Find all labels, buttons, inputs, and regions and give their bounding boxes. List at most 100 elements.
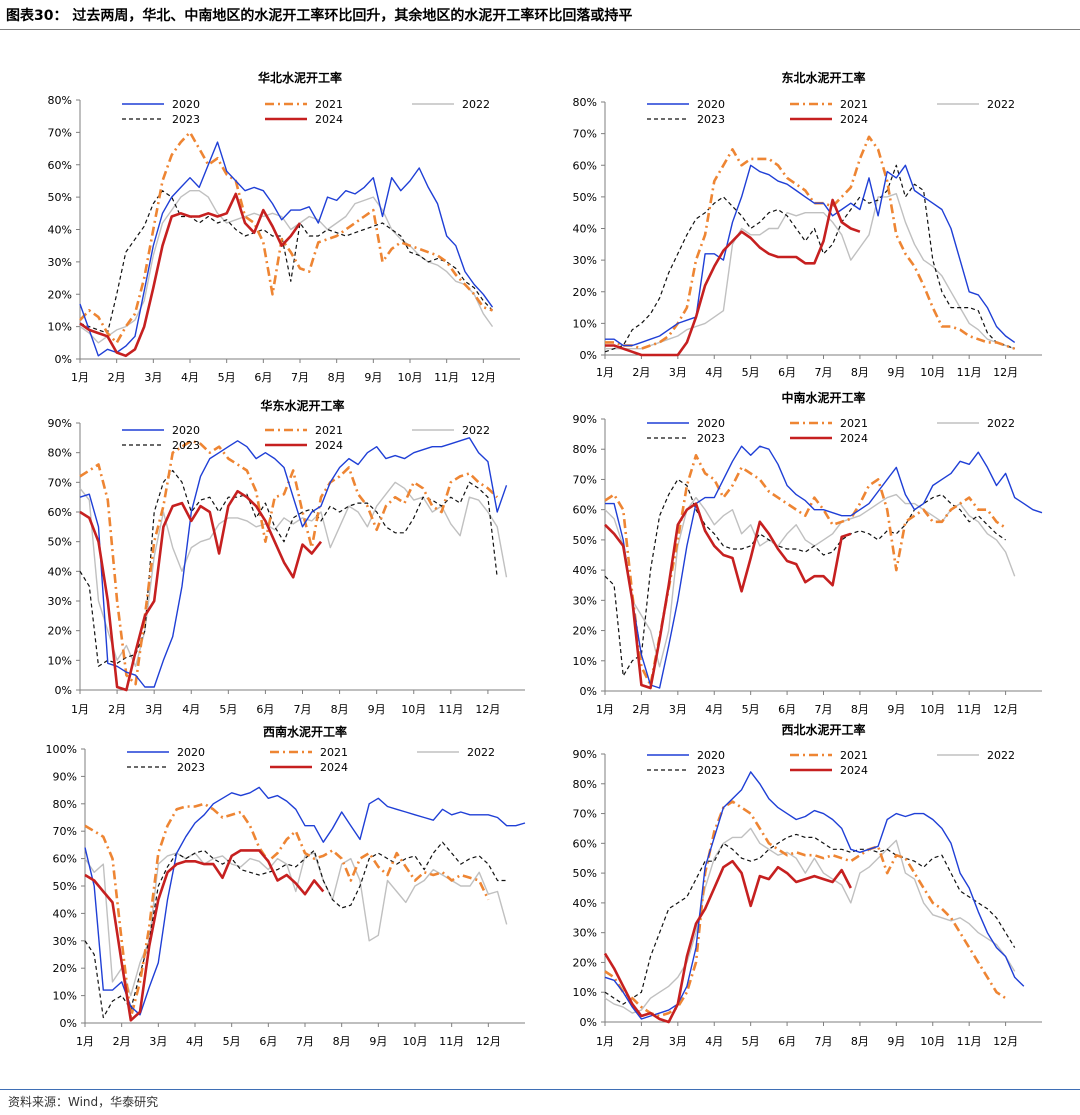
y-tick-label: 50% <box>573 867 597 880</box>
x-tick-label: 9月 <box>887 366 905 379</box>
x-tick-label: 7月 <box>815 1035 833 1048</box>
footer-divider <box>0 1089 1080 1090</box>
y-tick-label: 60% <box>53 853 77 866</box>
series-line-2022 <box>605 192 1015 350</box>
y-tick-label: 40% <box>53 907 77 920</box>
y-tick-label: 20% <box>573 625 597 638</box>
legend-label-2023: 2023 <box>697 764 725 777</box>
x-tick-label: 3月 <box>669 1035 687 1048</box>
x-tick-label: 4月 <box>186 1035 204 1048</box>
y-tick-label: 60% <box>573 159 597 172</box>
x-tick-label: 6月 <box>778 366 796 379</box>
chart-title: 西南水泥开工率 <box>263 724 347 739</box>
chart-panel: 东北水泥开工率 0% 10% 20% 30% 40% 50% 60% 70% 80% 1月 2月 3月 4… <box>573 70 1042 379</box>
legend-label-2020: 2020 <box>697 98 725 111</box>
y-tick-label: 0% <box>580 685 597 698</box>
legend-label-2023: 2023 <box>697 432 725 445</box>
y-tick-label: 30% <box>48 256 72 269</box>
legend-label-2020: 2020 <box>172 424 200 437</box>
series-line-2023 <box>84 841 507 1019</box>
y-tick-label: 80% <box>53 798 77 811</box>
x-tick-label: 12月 <box>993 366 1018 379</box>
source-note: 资料来源：Wind，华泰研究 <box>8 1095 159 1109</box>
x-tick-label: 8月 <box>328 371 346 384</box>
chart-panel: 中南水泥开工率 0% 10% 20% 30% 40% 50% 60% 70% 80% 90% 1月 2月… <box>573 390 1043 716</box>
x-tick-label: 2月 <box>108 371 126 384</box>
y-tick-label: 80% <box>573 96 597 109</box>
y-tick-label: 70% <box>573 128 597 141</box>
series-line-2021 <box>604 453 1007 687</box>
x-tick-label: 9月 <box>368 703 386 716</box>
legend-label-2021: 2021 <box>320 746 348 759</box>
y-tick-label: 100% <box>46 743 77 756</box>
x-tick-label: 6月 <box>254 371 272 384</box>
x-tick-label: 8月 <box>851 366 869 379</box>
x-tick-label: 12月 <box>476 1035 501 1048</box>
chart-title: 西北水泥开工率 <box>781 722 865 737</box>
y-tick-label: 40% <box>573 897 597 910</box>
legend-label-2024: 2024 <box>315 113 343 126</box>
x-tick-label: 1月 <box>596 366 614 379</box>
series-line-2021 <box>605 135 1016 351</box>
series-line-2020 <box>604 771 1025 1020</box>
x-tick-label: 4月 <box>182 703 200 716</box>
series-line-2020 <box>79 141 494 357</box>
x-tick-label: 1月 <box>71 703 89 716</box>
x-tick-label: 9月 <box>364 371 382 384</box>
legend-label-2024: 2024 <box>840 432 868 445</box>
y-tick-label: 20% <box>53 962 77 975</box>
x-tick-label: 8月 <box>851 703 869 716</box>
series-line-2023 <box>604 478 1006 677</box>
legend-label-2022: 2022 <box>987 749 1015 762</box>
x-tick-label: 8月 <box>333 1035 351 1048</box>
x-tick-label: 7月 <box>291 371 309 384</box>
figure-title: 图表30： 过去两周，华北、中南地区的水泥开工率环比回升，其余地区的水泥开工率环… <box>6 8 633 24</box>
series-line-2024 <box>79 489 323 692</box>
series-line-2023 <box>604 164 1015 353</box>
x-tick-label: 12月 <box>993 703 1018 716</box>
y-tick-label: 80% <box>48 94 72 107</box>
y-tick-label: 70% <box>53 825 77 838</box>
legend-label-2021: 2021 <box>840 417 868 430</box>
x-tick-label: 2月 <box>108 703 126 716</box>
y-tick-label: 50% <box>48 191 72 204</box>
legend-label-2020: 2020 <box>697 749 725 762</box>
x-tick-label: 11月 <box>957 366 982 379</box>
y-tick-label: 40% <box>48 565 72 578</box>
series-line-2024 <box>603 859 852 1024</box>
chart-title: 华东水泥开工率 <box>260 398 344 413</box>
x-tick-label: 10月 <box>403 1035 428 1048</box>
y-tick-label: 0% <box>60 1017 77 1030</box>
chart-title: 华北水泥开工率 <box>258 70 342 85</box>
figure-header: 图表30： 过去两周，华北、中南地区的水泥开工率环比回升，其余地区的水泥开工率环… <box>0 0 1080 30</box>
series-line-2024 <box>84 849 325 1022</box>
y-tick-label: 30% <box>48 595 72 608</box>
series-line-2022 <box>84 852 508 997</box>
chart-panel: 华北水泥开工率 0% 10% 20% 30% 40% 50% 60% 70% 80% 1月 2月 3月 4… <box>48 70 520 384</box>
x-tick-label: 3月 <box>145 703 163 716</box>
x-tick-label: 5月 <box>742 703 760 716</box>
header-divider <box>0 29 1080 30</box>
x-tick-label: 5月 <box>218 371 236 384</box>
legend-label-2022: 2022 <box>467 746 495 759</box>
y-tick-label: 90% <box>48 417 72 430</box>
x-tick-label: 6月 <box>778 1035 796 1048</box>
y-tick-label: 0% <box>55 353 72 366</box>
series-line-2020 <box>605 164 1016 347</box>
x-tick-label: 4月 <box>705 366 723 379</box>
legend-label-2022: 2022 <box>462 98 490 111</box>
legend-label-2021: 2021 <box>840 749 868 762</box>
x-tick-label: 2月 <box>632 1035 650 1048</box>
legend-label-2023: 2023 <box>172 113 200 126</box>
x-tick-label: 4月 <box>705 1035 723 1048</box>
chart-title: 中南水泥开工率 <box>781 390 865 405</box>
x-tick-label: 2月 <box>632 703 650 716</box>
y-tick-label: 30% <box>573 254 597 267</box>
x-tick-label: 6月 <box>256 703 274 716</box>
series-line-2021 <box>79 439 499 686</box>
y-tick-label: 10% <box>573 986 597 999</box>
x-tick-label: 5月 <box>223 1035 241 1048</box>
series-line-2023 <box>604 833 1016 1005</box>
x-tick-label: 6月 <box>778 703 796 716</box>
